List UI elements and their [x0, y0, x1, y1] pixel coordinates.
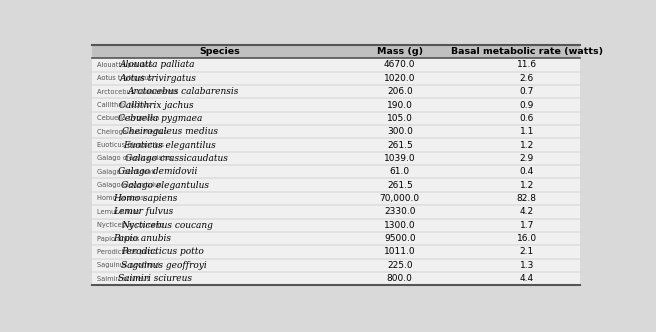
- Text: 1020.0: 1020.0: [384, 74, 415, 83]
- Text: 0.4: 0.4: [520, 167, 534, 176]
- Text: 2.6: 2.6: [520, 74, 534, 83]
- Text: 4670.0: 4670.0: [384, 60, 415, 69]
- Text: Arctocebus calabarensis: Arctocebus calabarensis: [97, 89, 178, 95]
- Text: 1.2: 1.2: [520, 140, 534, 150]
- Text: 11.6: 11.6: [517, 60, 537, 69]
- Text: Galago crassicaudatus: Galago crassicaudatus: [97, 155, 173, 161]
- Text: 70,000.0: 70,000.0: [380, 194, 420, 203]
- Text: Perodicticus potto: Perodicticus potto: [121, 247, 203, 256]
- Text: Galago elegantulus: Galago elegantulus: [121, 181, 209, 190]
- Text: Homo sapiens: Homo sapiens: [113, 194, 177, 203]
- Text: 2.9: 2.9: [520, 154, 534, 163]
- Text: 206.0: 206.0: [387, 87, 413, 96]
- Text: 1.7: 1.7: [520, 221, 534, 230]
- Text: 1300.0: 1300.0: [384, 221, 415, 230]
- Text: 4.4: 4.4: [520, 274, 534, 283]
- Text: Alouatta palliata: Alouatta palliata: [97, 62, 152, 68]
- Text: 261.5: 261.5: [387, 140, 413, 150]
- Text: Cebuella pygmaea: Cebuella pygmaea: [118, 114, 203, 123]
- Text: 1.1: 1.1: [520, 127, 534, 136]
- Text: 105.0: 105.0: [387, 114, 413, 123]
- Text: Galago demidovii: Galago demidovii: [118, 167, 197, 176]
- Text: Saguinus geoffroyi: Saguinus geoffroyi: [121, 261, 207, 270]
- Text: 1.2: 1.2: [520, 181, 534, 190]
- Text: 800.0: 800.0: [387, 274, 413, 283]
- Text: Homo sapiens: Homo sapiens: [97, 196, 144, 202]
- Text: Saimiri sciureus: Saimiri sciureus: [97, 276, 150, 282]
- Text: Aotus trivirgatus: Aotus trivirgatus: [97, 75, 152, 81]
- Text: Arctocebus calabarensis: Arctocebus calabarensis: [127, 87, 239, 96]
- Text: Callithrix jachus: Callithrix jachus: [97, 102, 151, 108]
- Text: Perodicticus potto: Perodicticus potto: [97, 249, 157, 255]
- Text: 61.0: 61.0: [390, 167, 410, 176]
- Text: 82.8: 82.8: [517, 194, 537, 203]
- Text: Callithrix jachus: Callithrix jachus: [119, 101, 194, 110]
- Text: 225.0: 225.0: [387, 261, 413, 270]
- Text: Alouatta palliata: Alouatta palliata: [119, 60, 195, 69]
- Bar: [92, 45, 580, 58]
- Text: Saimiri sciureus: Saimiri sciureus: [118, 274, 192, 283]
- Text: Aotus trivirgatus: Aotus trivirgatus: [119, 74, 196, 83]
- Text: Nycticebus coucang: Nycticebus coucang: [121, 221, 213, 230]
- Text: 0.7: 0.7: [520, 87, 534, 96]
- Text: Cebuella pygmaea: Cebuella pygmaea: [97, 116, 160, 122]
- Text: 190.0: 190.0: [387, 101, 413, 110]
- Text: 2.1: 2.1: [520, 247, 534, 256]
- Text: 2330.0: 2330.0: [384, 207, 415, 216]
- Text: Papio anubis: Papio anubis: [97, 235, 140, 241]
- Text: 261.5: 261.5: [387, 181, 413, 190]
- Text: Cheirogaleus medius: Cheirogaleus medius: [97, 129, 167, 135]
- Text: 0.6: 0.6: [520, 114, 534, 123]
- Text: Saguinus geoffroyi: Saguinus geoffroyi: [97, 262, 159, 268]
- Text: 1.3: 1.3: [520, 261, 534, 270]
- Text: Lemur fulvus: Lemur fulvus: [97, 209, 140, 215]
- Text: Basal metabolic rate (watts): Basal metabolic rate (watts): [451, 47, 603, 56]
- Text: Euoticus elegantilus: Euoticus elegantilus: [123, 140, 216, 150]
- Text: 16.0: 16.0: [517, 234, 537, 243]
- Text: 300.0: 300.0: [387, 127, 413, 136]
- Text: 1011.0: 1011.0: [384, 247, 415, 256]
- Text: Galago elegantulus: Galago elegantulus: [97, 182, 162, 188]
- Text: Euoticus elegantilus: Euoticus elegantilus: [97, 142, 164, 148]
- Text: Mass (g): Mass (g): [377, 47, 423, 56]
- Text: Species: Species: [199, 47, 239, 56]
- Text: Papio anubis: Papio anubis: [113, 234, 171, 243]
- Text: Nycticebus coucang: Nycticebus coucang: [97, 222, 164, 228]
- Text: 1039.0: 1039.0: [384, 154, 415, 163]
- Text: Lemur fulvus: Lemur fulvus: [113, 207, 173, 216]
- Text: Galago demidovii: Galago demidovii: [97, 169, 155, 175]
- Text: 9500.0: 9500.0: [384, 234, 415, 243]
- Text: 0.9: 0.9: [520, 101, 534, 110]
- Text: Cheirogaleus medius: Cheirogaleus medius: [122, 127, 218, 136]
- Text: Galago crassicaudatus: Galago crassicaudatus: [125, 154, 228, 163]
- Text: 4.2: 4.2: [520, 207, 534, 216]
